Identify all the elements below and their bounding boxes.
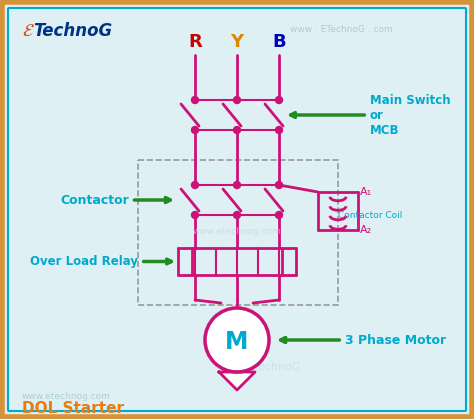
Circle shape <box>205 308 269 372</box>
Text: Contactor: Contactor <box>60 194 170 207</box>
Bar <box>138 160 338 305</box>
Circle shape <box>234 212 240 218</box>
Text: 3 Phase Motor: 3 Phase Motor <box>281 334 446 347</box>
Circle shape <box>234 96 240 103</box>
Text: www.etechnog.com: www.etechnog.com <box>192 227 282 236</box>
Circle shape <box>234 181 240 189</box>
Text: A₁: A₁ <box>360 187 372 197</box>
Text: Over Load Relay: Over Load Relay <box>30 255 171 268</box>
Text: A₂: A₂ <box>360 225 372 235</box>
Text: TechnoG: TechnoG <box>253 362 301 372</box>
FancyBboxPatch shape <box>8 8 466 411</box>
Text: B: B <box>272 33 286 51</box>
Text: DOL Starter: DOL Starter <box>22 401 124 416</box>
Text: M: M <box>225 330 249 354</box>
Circle shape <box>191 127 199 134</box>
Polygon shape <box>219 372 255 390</box>
Text: Y: Y <box>230 33 244 51</box>
Text: TechnoG: TechnoG <box>33 22 112 40</box>
Text: www . ETechnoG . com: www . ETechnoG . com <box>290 25 393 34</box>
Circle shape <box>191 181 199 189</box>
Circle shape <box>234 127 240 134</box>
Text: www.etechnog.com: www.etechnog.com <box>22 392 111 401</box>
Text: Contactor Coil: Contactor Coil <box>338 210 402 220</box>
Circle shape <box>275 212 283 218</box>
Circle shape <box>275 127 283 134</box>
Circle shape <box>275 96 283 103</box>
Text: $\mathcal{E}$: $\mathcal{E}$ <box>22 22 35 40</box>
Text: Main Switch
or
MCB: Main Switch or MCB <box>291 93 451 137</box>
Circle shape <box>191 96 199 103</box>
Circle shape <box>275 181 283 189</box>
Circle shape <box>191 212 199 218</box>
Text: R: R <box>188 33 202 51</box>
